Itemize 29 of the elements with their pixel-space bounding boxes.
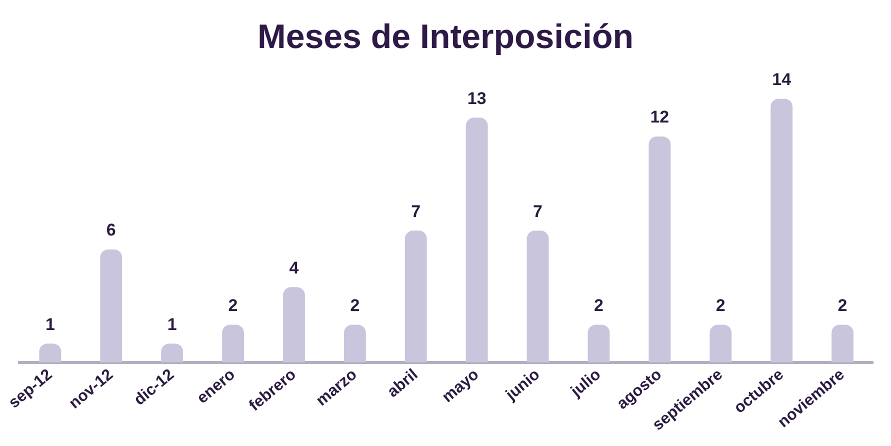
bar — [710, 324, 732, 362]
bar — [344, 324, 366, 362]
data-label: 12 — [650, 108, 670, 127]
bar — [648, 136, 671, 362]
data-label: 2 — [716, 296, 726, 315]
bar — [832, 324, 854, 362]
bar — [161, 344, 184, 362]
data-label: 13 — [467, 88, 486, 108]
data-label: 7 — [411, 202, 421, 221]
data-label: 4 — [289, 258, 300, 278]
data-label: 2 — [350, 296, 360, 315]
bar — [39, 344, 62, 362]
data-label: 2 — [228, 296, 238, 315]
data-label: 1 — [45, 314, 55, 334]
data-label: 6 — [106, 220, 116, 240]
bar — [404, 230, 427, 362]
bar — [283, 287, 305, 362]
data-label: 7 — [533, 202, 543, 221]
data-label: 14 — [772, 70, 792, 89]
bar — [770, 98, 793, 362]
chart-title: Meses de Interposición — [258, 18, 634, 56]
bar — [526, 230, 549, 362]
data-label: 1 — [167, 314, 177, 334]
bar — [222, 324, 244, 362]
data-label: 2 — [594, 296, 604, 315]
bar — [100, 249, 122, 362]
bar — [466, 118, 488, 362]
bar — [588, 324, 610, 362]
data-label: 2 — [838, 296, 848, 315]
